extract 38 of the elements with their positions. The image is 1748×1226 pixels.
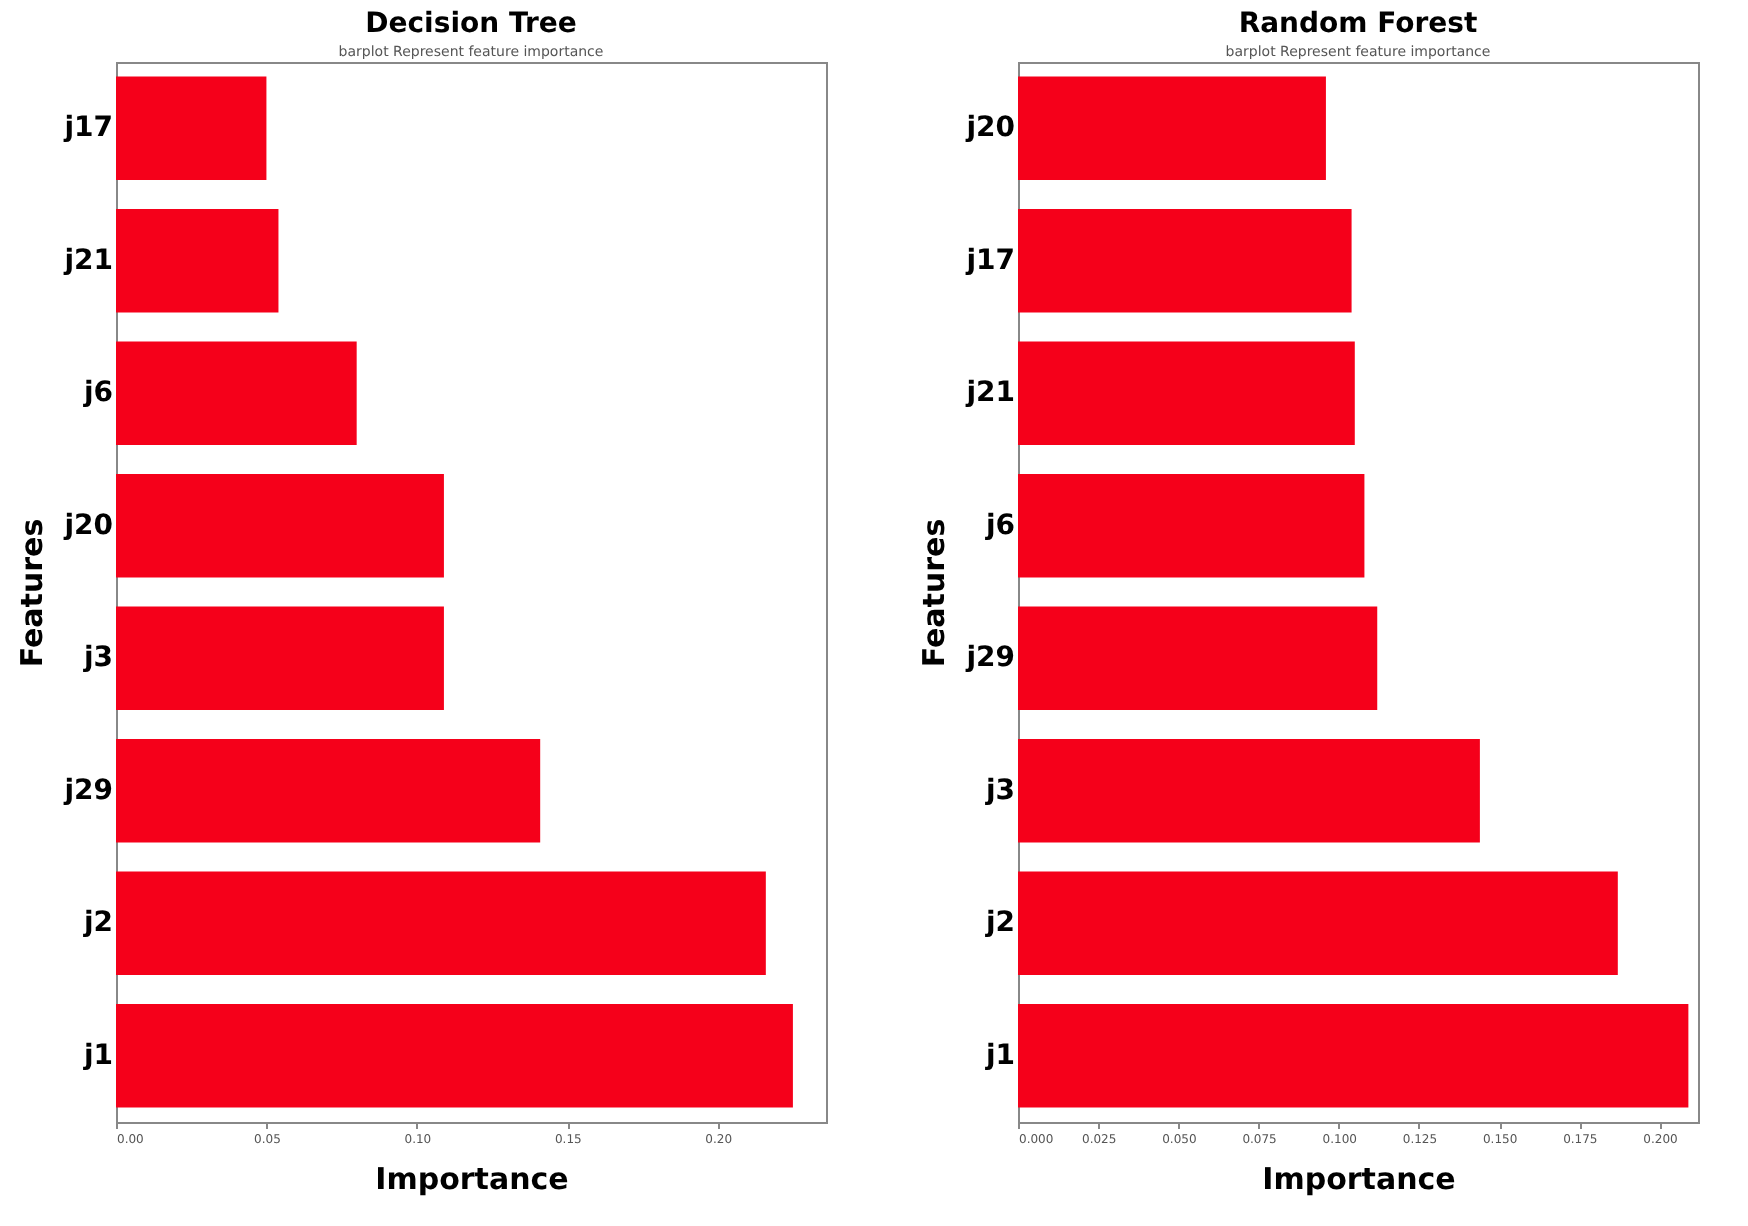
y-tick-label: j3 (983, 774, 1015, 807)
bar (116, 209, 279, 313)
y-axis-title: Features (14, 518, 51, 668)
bar (1018, 474, 1365, 578)
y-tick-label: j2 (81, 907, 113, 940)
chart-title: Decision Tree (365, 8, 577, 40)
y-tick-label: j20 (62, 509, 114, 542)
bar (116, 1004, 793, 1108)
bar (116, 739, 541, 843)
bar (1018, 606, 1378, 710)
bar (116, 341, 357, 445)
y-tick-label: j21 (62, 244, 113, 277)
bar (1018, 209, 1352, 313)
y-axis-title: Features (916, 518, 953, 668)
y-tick-label: j1 (983, 1039, 1015, 1072)
bar (116, 474, 444, 578)
bar (116, 76, 267, 180)
y-tick-label: j21 (964, 377, 1015, 410)
bar (116, 871, 766, 975)
y-tick-label: j6 (81, 377, 113, 410)
chart-title: Random Forest (1238, 8, 1478, 40)
y-tick-label: j2 (983, 907, 1015, 940)
bar (1018, 76, 1326, 180)
y-tick-label: j29 (964, 642, 1015, 675)
bar (1018, 739, 1480, 843)
y-tick-label: j17 (964, 244, 1015, 277)
y-tick-label: j20 (964, 112, 1016, 145)
x-axis-title: Importance (1262, 1161, 1456, 1197)
y-tick-label: j3 (81, 642, 113, 675)
y-tick-label: j1 (81, 1039, 113, 1072)
y-tick-label: j6 (983, 509, 1015, 542)
bar (116, 606, 444, 710)
y-tick-label: j29 (62, 774, 113, 807)
y-tick-label: j17 (62, 112, 113, 145)
bar (1018, 341, 1355, 445)
x-axis-title: Importance (375, 1161, 569, 1197)
bar (1018, 1004, 1689, 1108)
bar (1018, 871, 1618, 975)
